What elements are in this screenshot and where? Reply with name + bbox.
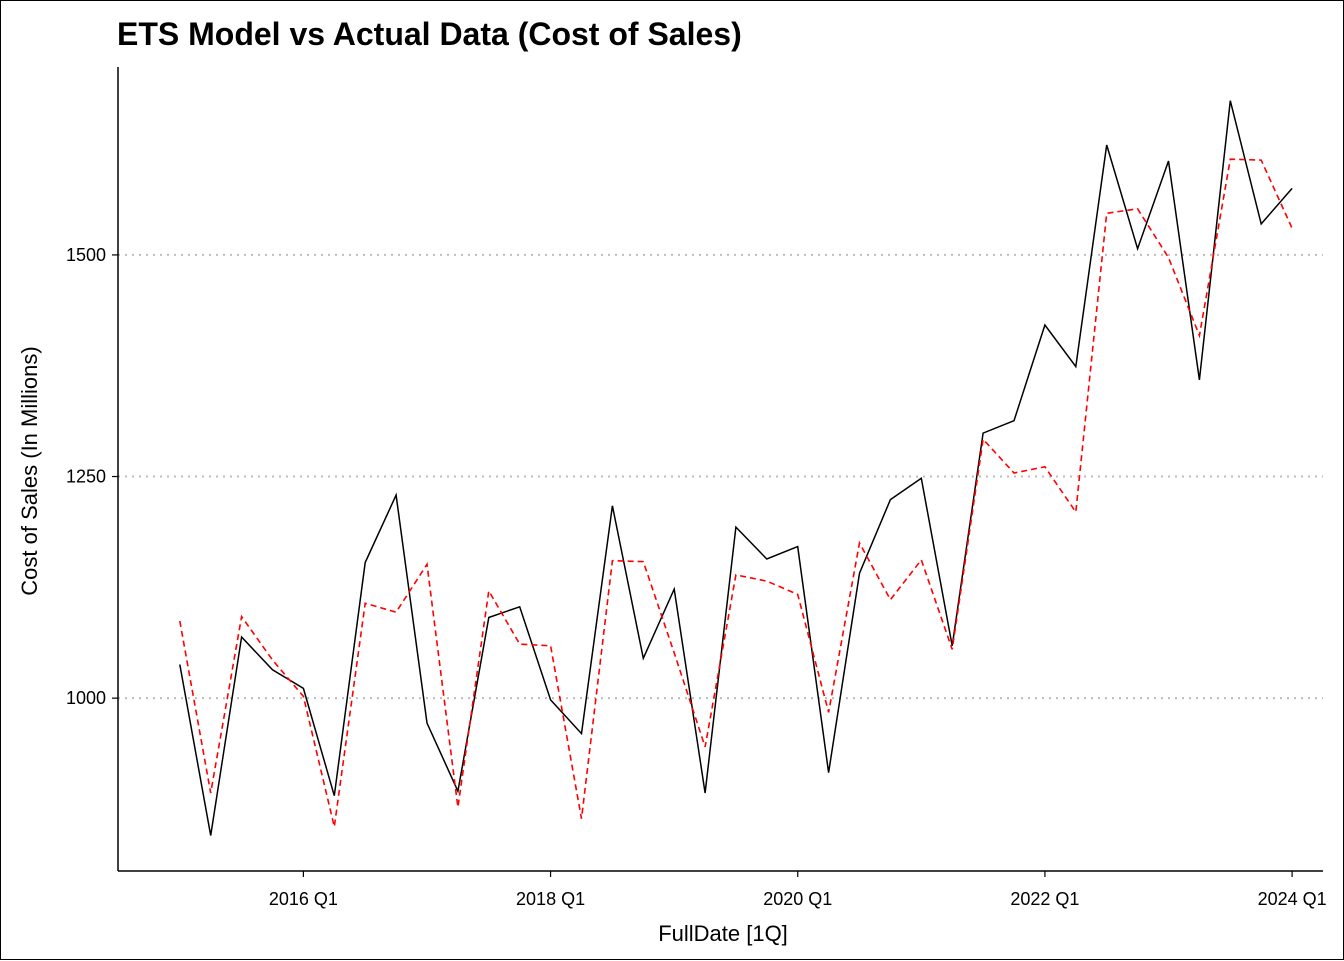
x-tick-label: 2020 Q1 [763,889,832,909]
x-axis-ticks: 2016 Q1 2018 Q1 2020 Q1 2022 Q1 2024 Q1 [269,871,1327,909]
x-axis-title: FullDate [1Q] [658,921,788,946]
series-line-ets_fitted [179,158,1293,827]
y-axis-ticks: 1000 1250 1500 [66,245,118,708]
x-tick-label: 2016 Q1 [269,889,338,909]
y-tick-label: 1250 [66,467,106,487]
axes [117,67,1323,872]
y-tick-label: 1500 [66,245,106,265]
x-tick-label: 2018 Q1 [516,889,585,909]
y-tick-label: 1000 [66,688,106,708]
series-line-actual [179,100,1293,836]
y-axis-title: Cost of Sales (In Millions) [17,346,42,595]
chart-title: ETS Model vs Actual Data (Cost of Sales) [117,16,742,52]
grid-lines [118,253,1323,700]
x-tick-label: 2024 Q1 [1258,889,1327,909]
series-layer [179,100,1293,836]
x-tick-label: 2022 Q1 [1010,889,1079,909]
